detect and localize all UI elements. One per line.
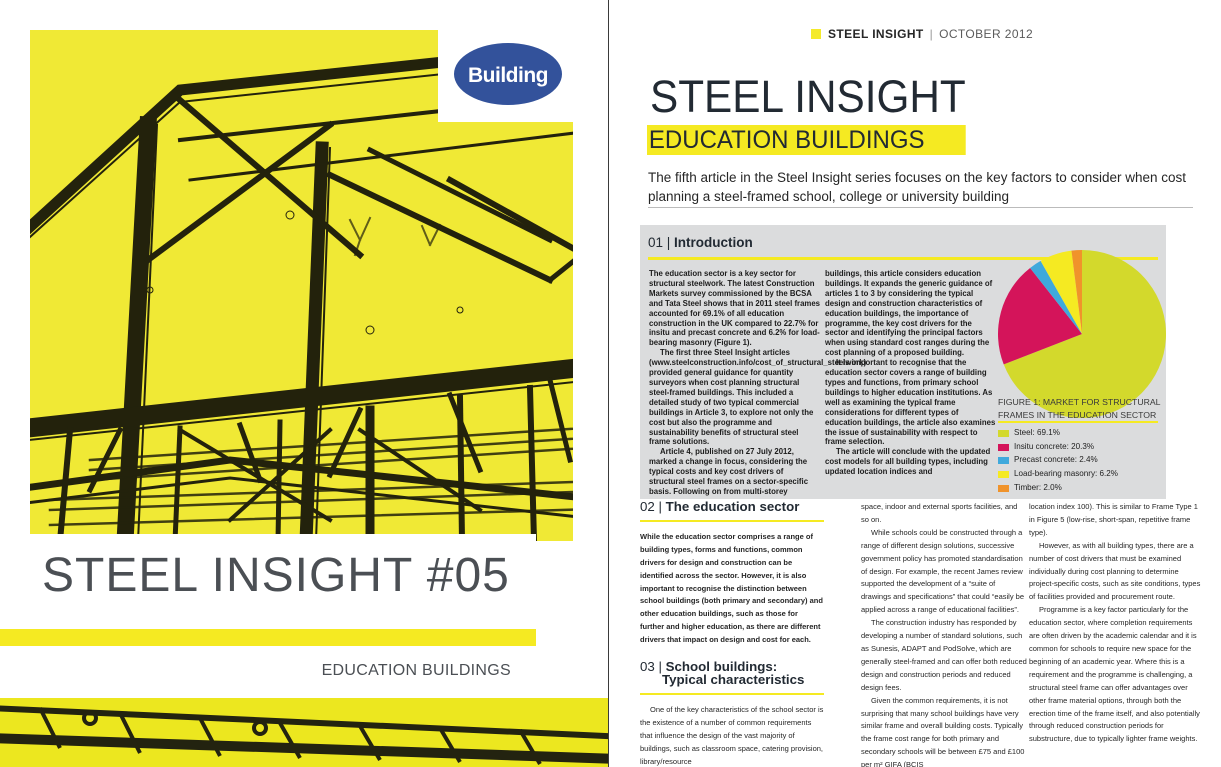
- svg-text:Building: Building: [468, 64, 548, 87]
